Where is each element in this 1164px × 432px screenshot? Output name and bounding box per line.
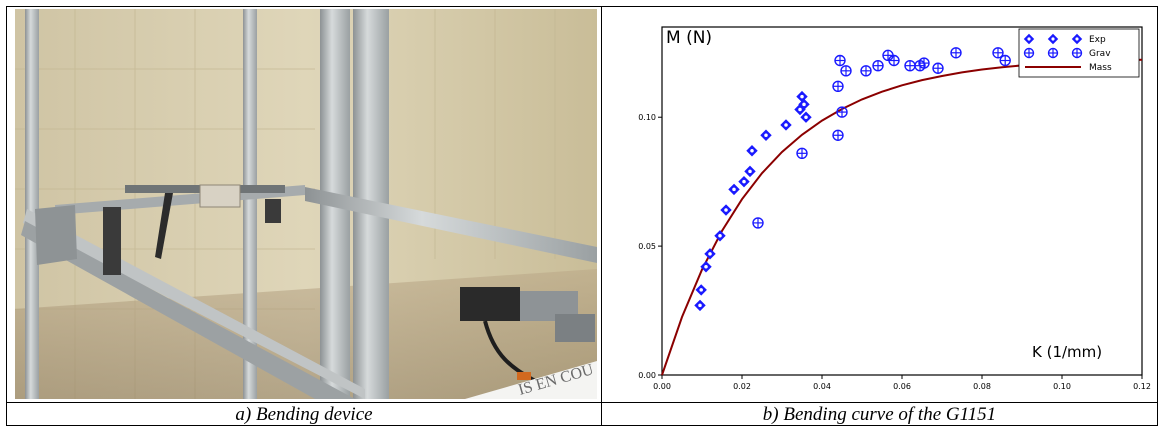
exp-point-center <box>724 208 728 212</box>
bending-curve-chart: 0.00 0.02 0.04 0.06 0.08 0.10 0.12 0.00 0.05 0.10… <box>638 26 1151 391</box>
back-post-left <box>25 9 39 399</box>
bending-device-photo: IS EN COU <box>15 9 597 399</box>
arm-clamp <box>103 207 121 275</box>
exp-point-center <box>718 234 722 238</box>
exp-point-center <box>798 107 802 112</box>
exp-point-center <box>732 187 736 192</box>
x-tick-label: 0.02 <box>733 382 751 391</box>
caption-b: b) Bending curve of the G1151 <box>762 404 997 425</box>
x-tick-label: 0.06 <box>893 382 911 391</box>
bending-arm <box>155 193 173 259</box>
exp-point-center <box>1051 37 1055 41</box>
x-tick-label: 0.04 <box>813 382 831 391</box>
exp-point-center <box>748 169 752 174</box>
banner <box>465 361 597 399</box>
caption-a: a) Bending device <box>235 404 373 425</box>
exp-point-center <box>764 133 768 138</box>
exp-point-center <box>708 252 712 256</box>
orange-connector <box>517 372 531 380</box>
mass-curve <box>661 58 1143 376</box>
exp-point-center <box>1075 37 1079 41</box>
exp-point-center <box>800 94 804 99</box>
exp-point-center <box>802 102 806 107</box>
exp-point-center <box>784 123 788 127</box>
exp-point-center <box>699 288 703 292</box>
caption-divider <box>7 402 1157 403</box>
x-axis-label: K (1/mm) <box>1032 343 1102 361</box>
x-tick-label: 0.00 <box>653 382 671 391</box>
y-axis-label: M (N) <box>666 28 712 48</box>
back-post-mid <box>243 9 257 399</box>
sample-plate <box>199 184 241 208</box>
x-tick-label: 0.12 <box>1133 382 1151 391</box>
data-points-group <box>694 47 1011 312</box>
exp-point-center <box>804 115 808 119</box>
exp-point-center <box>742 179 746 184</box>
exp-point-center <box>750 148 754 153</box>
y-tick-label: 0.05 <box>638 242 656 251</box>
plot-frame <box>661 26 1143 376</box>
legend-label: Mass <box>1089 63 1112 73</box>
exp-point-center <box>1027 37 1031 41</box>
exp-point-center <box>698 303 702 308</box>
legend-label: Grav <box>1089 49 1111 59</box>
motor-bracket <box>555 314 595 342</box>
chart-axes: 0.00 0.02 0.04 0.06 0.08 0.10 0.12 0.00 0.05 0.10 <box>638 26 1151 391</box>
chart-legend: Exp Grav Mass <box>1018 28 1140 78</box>
right-clamp <box>265 199 281 223</box>
column-divider <box>601 7 602 425</box>
right-rail <box>305 187 597 263</box>
side-rail-left <box>35 205 77 265</box>
exp-point-center <box>704 264 708 269</box>
x-tick-label: 0.08 <box>973 382 991 391</box>
y-tick-label: 0.00 <box>638 371 656 380</box>
motor-body <box>460 287 520 321</box>
mass-curve-group <box>661 58 1143 376</box>
x-tick-label: 0.10 <box>1053 382 1071 391</box>
figure-table: IS EN COU a) Bending device 0.00 0.02 0.04… <box>6 6 1158 426</box>
legend-label: Exp <box>1089 35 1106 45</box>
y-tick-label: 0.10 <box>638 113 656 122</box>
